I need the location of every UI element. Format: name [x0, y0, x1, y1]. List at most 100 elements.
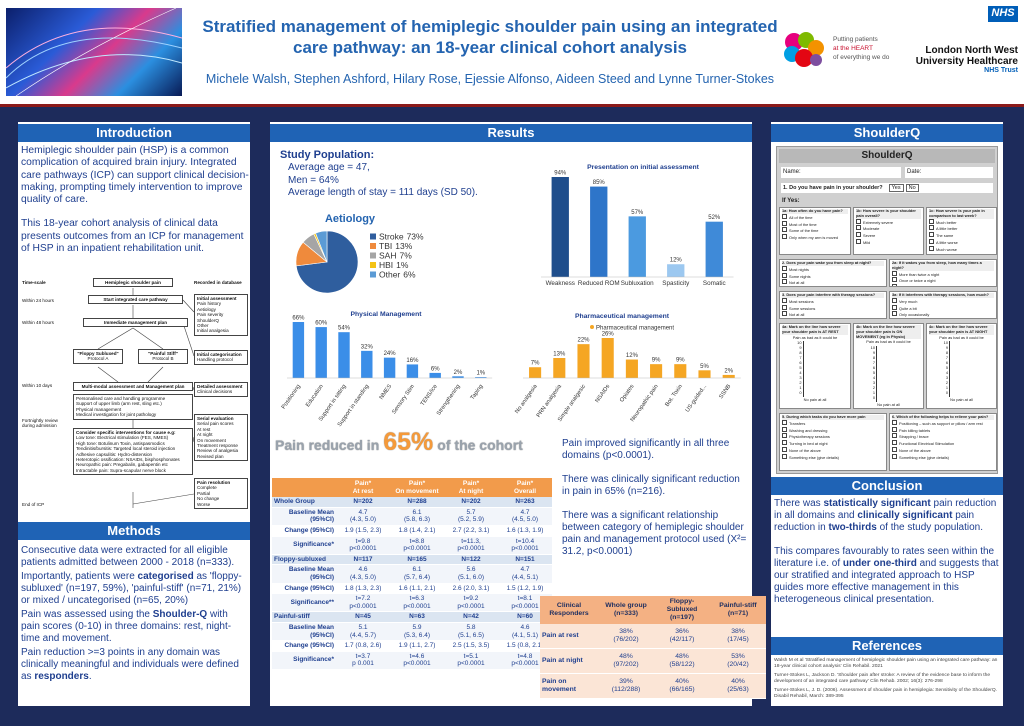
question-title: 2. Does your pain wake you from sleep at…: [782, 260, 884, 266]
logo-text: of everything we do: [833, 54, 890, 61]
references: Walsh M et al 'Stratified management of …: [774, 658, 1000, 703]
arrow: [97, 366, 119, 383]
text: as 'floppy-subluxed' (n=197, 59%), 'pain…: [21, 571, 242, 606]
flow-box-item: Initial analgesia: [197, 328, 229, 334]
text: and suggests that our stratified and int…: [774, 558, 999, 605]
question-option: Mild: [856, 238, 921, 246]
table-cell: 5.6 (5.1, 6.0): [444, 564, 498, 584]
question-box: 3. Does your pain interfere with therapy…: [779, 291, 887, 319]
question-title: 1a: How often do you have pain?: [782, 208, 848, 214]
option-text: Physiotherapy sessions: [789, 434, 830, 440]
question-option: Only occasionally: [892, 284, 994, 286]
flow-box: Initial categorisation Handling protocol: [194, 350, 248, 365]
table-cell: 40% (66/165): [654, 673, 710, 699]
checkbox: [892, 277, 897, 283]
flow-box-item: Adhesive capsulitis: Hydro-distension: [76, 451, 153, 457]
option-text: A little worse: [936, 239, 958, 245]
option-text: Only occasionally: [899, 312, 930, 318]
table-row: Floppy-subluxed N=117 N=165 N=122 N=151: [272, 554, 552, 566]
scale-number: 10: [797, 340, 802, 346]
scale-number: 6: [945, 360, 948, 366]
question-option: Some nights: [782, 272, 884, 280]
text: .: [88, 671, 92, 682]
section-heading: Conclusion: [771, 477, 1003, 495]
column-title: Time-scale: [22, 280, 46, 285]
paragraph: This 18-year cohort analysis of clinical…: [21, 218, 244, 255]
flow-box-title: Consider specific interventions for caus…: [76, 430, 176, 435]
scale-number: 3: [945, 375, 948, 381]
scale-number: 2: [872, 385, 875, 391]
table-header-cell: Pain* On movement: [390, 478, 444, 498]
option-text: Strapping / brace: [899, 434, 929, 440]
flow-box-item: No change: [197, 496, 220, 502]
question-option: Quite a bit: [892, 304, 994, 312]
checkbox: [892, 419, 897, 425]
nhs-logo: [988, 6, 1018, 22]
table-header-row: Clinical Responders Whole group (n=333) Fl…: [540, 596, 766, 624]
flow-box-item: Protocol A: [87, 356, 109, 362]
table-cell: 4.7 (4.5, 5.0): [498, 507, 552, 526]
table-cell: N=122: [444, 554, 498, 566]
question-box: 4c: Mark on the line how severe your sho…: [926, 323, 997, 409]
flow-box-title: Start integrated care pathway: [103, 297, 168, 302]
population-title: Study Population:: [280, 149, 375, 161]
table-cell: N=202: [336, 497, 390, 508]
table-cell: N=263: [498, 497, 552, 508]
question-title: 1b: How severe is your shoulder pain ove…: [856, 208, 921, 219]
table-cell: 4.6 (4.1, 5.1): [498, 622, 552, 642]
option-text: The same: [936, 233, 954, 239]
section-heading: Results: [270, 124, 752, 142]
section-heading: References: [771, 637, 1003, 655]
bold-text: categorised: [137, 571, 194, 582]
question-title: 3a: If it interferes with therapy sessio…: [892, 292, 994, 298]
option-text: Not at all: [789, 312, 805, 318]
question-option: None of the above: [892, 446, 994, 454]
question-box: 1b: How severe is your shoulder pain ove…: [853, 207, 924, 255]
table-row: Baseline Mean (95%CI) 4.7 (4.3, 5.0) 6.1 (…: [272, 507, 552, 526]
row-label: Baseline Mean (95%CI): [272, 507, 336, 526]
flow-box-title: Hemiplegic shoulder pain: [105, 280, 161, 285]
headline: Pain reduced in 65% of the cohort: [275, 428, 535, 457]
flow-box-item: Handling protocol: [197, 357, 233, 363]
text: pain reduction in all domains and: [774, 498, 997, 521]
checkbox: [892, 297, 897, 303]
question-box: 1a: How often do you have pain? All of th…: [779, 207, 851, 255]
table-cell: 36% (42/117): [654, 624, 710, 649]
scale: 10 9 8 7 6 5 4 3 2 1 0: [871, 345, 901, 403]
row-label: Pain on movement: [540, 673, 598, 699]
logo-text: at the HEART: [833, 45, 873, 52]
question-option: Pain killing tablets: [892, 426, 994, 434]
table-cell: 4.6 (4.3, 5.0): [336, 564, 390, 584]
flow-box-title: Initial assessment: [197, 296, 237, 301]
scale-number: 8: [945, 350, 948, 356]
bold-text: two-thirds: [828, 522, 877, 533]
scale-bottom: No pain at all: [803, 397, 827, 403]
section-heading: ShoulderQ: [771, 124, 1003, 142]
option-text: Some sessions: [789, 305, 816, 311]
option-text: Extremely severe: [863, 219, 894, 225]
paragraph: Pain reduction >=3 points in any domain …: [21, 647, 249, 683]
row-label: Significance**: [272, 593, 336, 613]
scale: 10 9 8 7 6 5 4 3 2 1 0: [944, 341, 974, 398]
arrow: [132, 493, 195, 505]
option-text: Pain killing tablets: [899, 427, 931, 433]
question-option: Some of the time: [782, 227, 848, 234]
table-row: Whole Group N=202 N=288 N=202 N=263: [272, 497, 552, 508]
findings: Pain improved significantly in all three…: [562, 438, 747, 570]
checkbox: [892, 426, 897, 432]
table-header-cell: Pain* Overall: [498, 478, 552, 498]
question-option: Moderate: [856, 225, 921, 232]
scale-number: 3: [872, 380, 875, 386]
flow-box-title: Serial evaluation: [197, 416, 234, 421]
checkbox: [856, 238, 861, 244]
population-line: Average length of stay = 111 days (SD 50…: [288, 187, 478, 198]
arrow: [192, 386, 195, 391]
checkbox: [782, 446, 787, 452]
scale-number: 7: [945, 355, 948, 361]
scale-number: 1: [945, 385, 948, 391]
table-cell: 5.8 (5.1, 6.5): [444, 622, 498, 642]
time-label: End of ICP: [22, 502, 45, 507]
question-option: Only occasionally: [892, 311, 994, 318]
methods-text: Consecutive data were extracted for all …: [21, 545, 249, 685]
scale-number: 6: [872, 365, 875, 371]
